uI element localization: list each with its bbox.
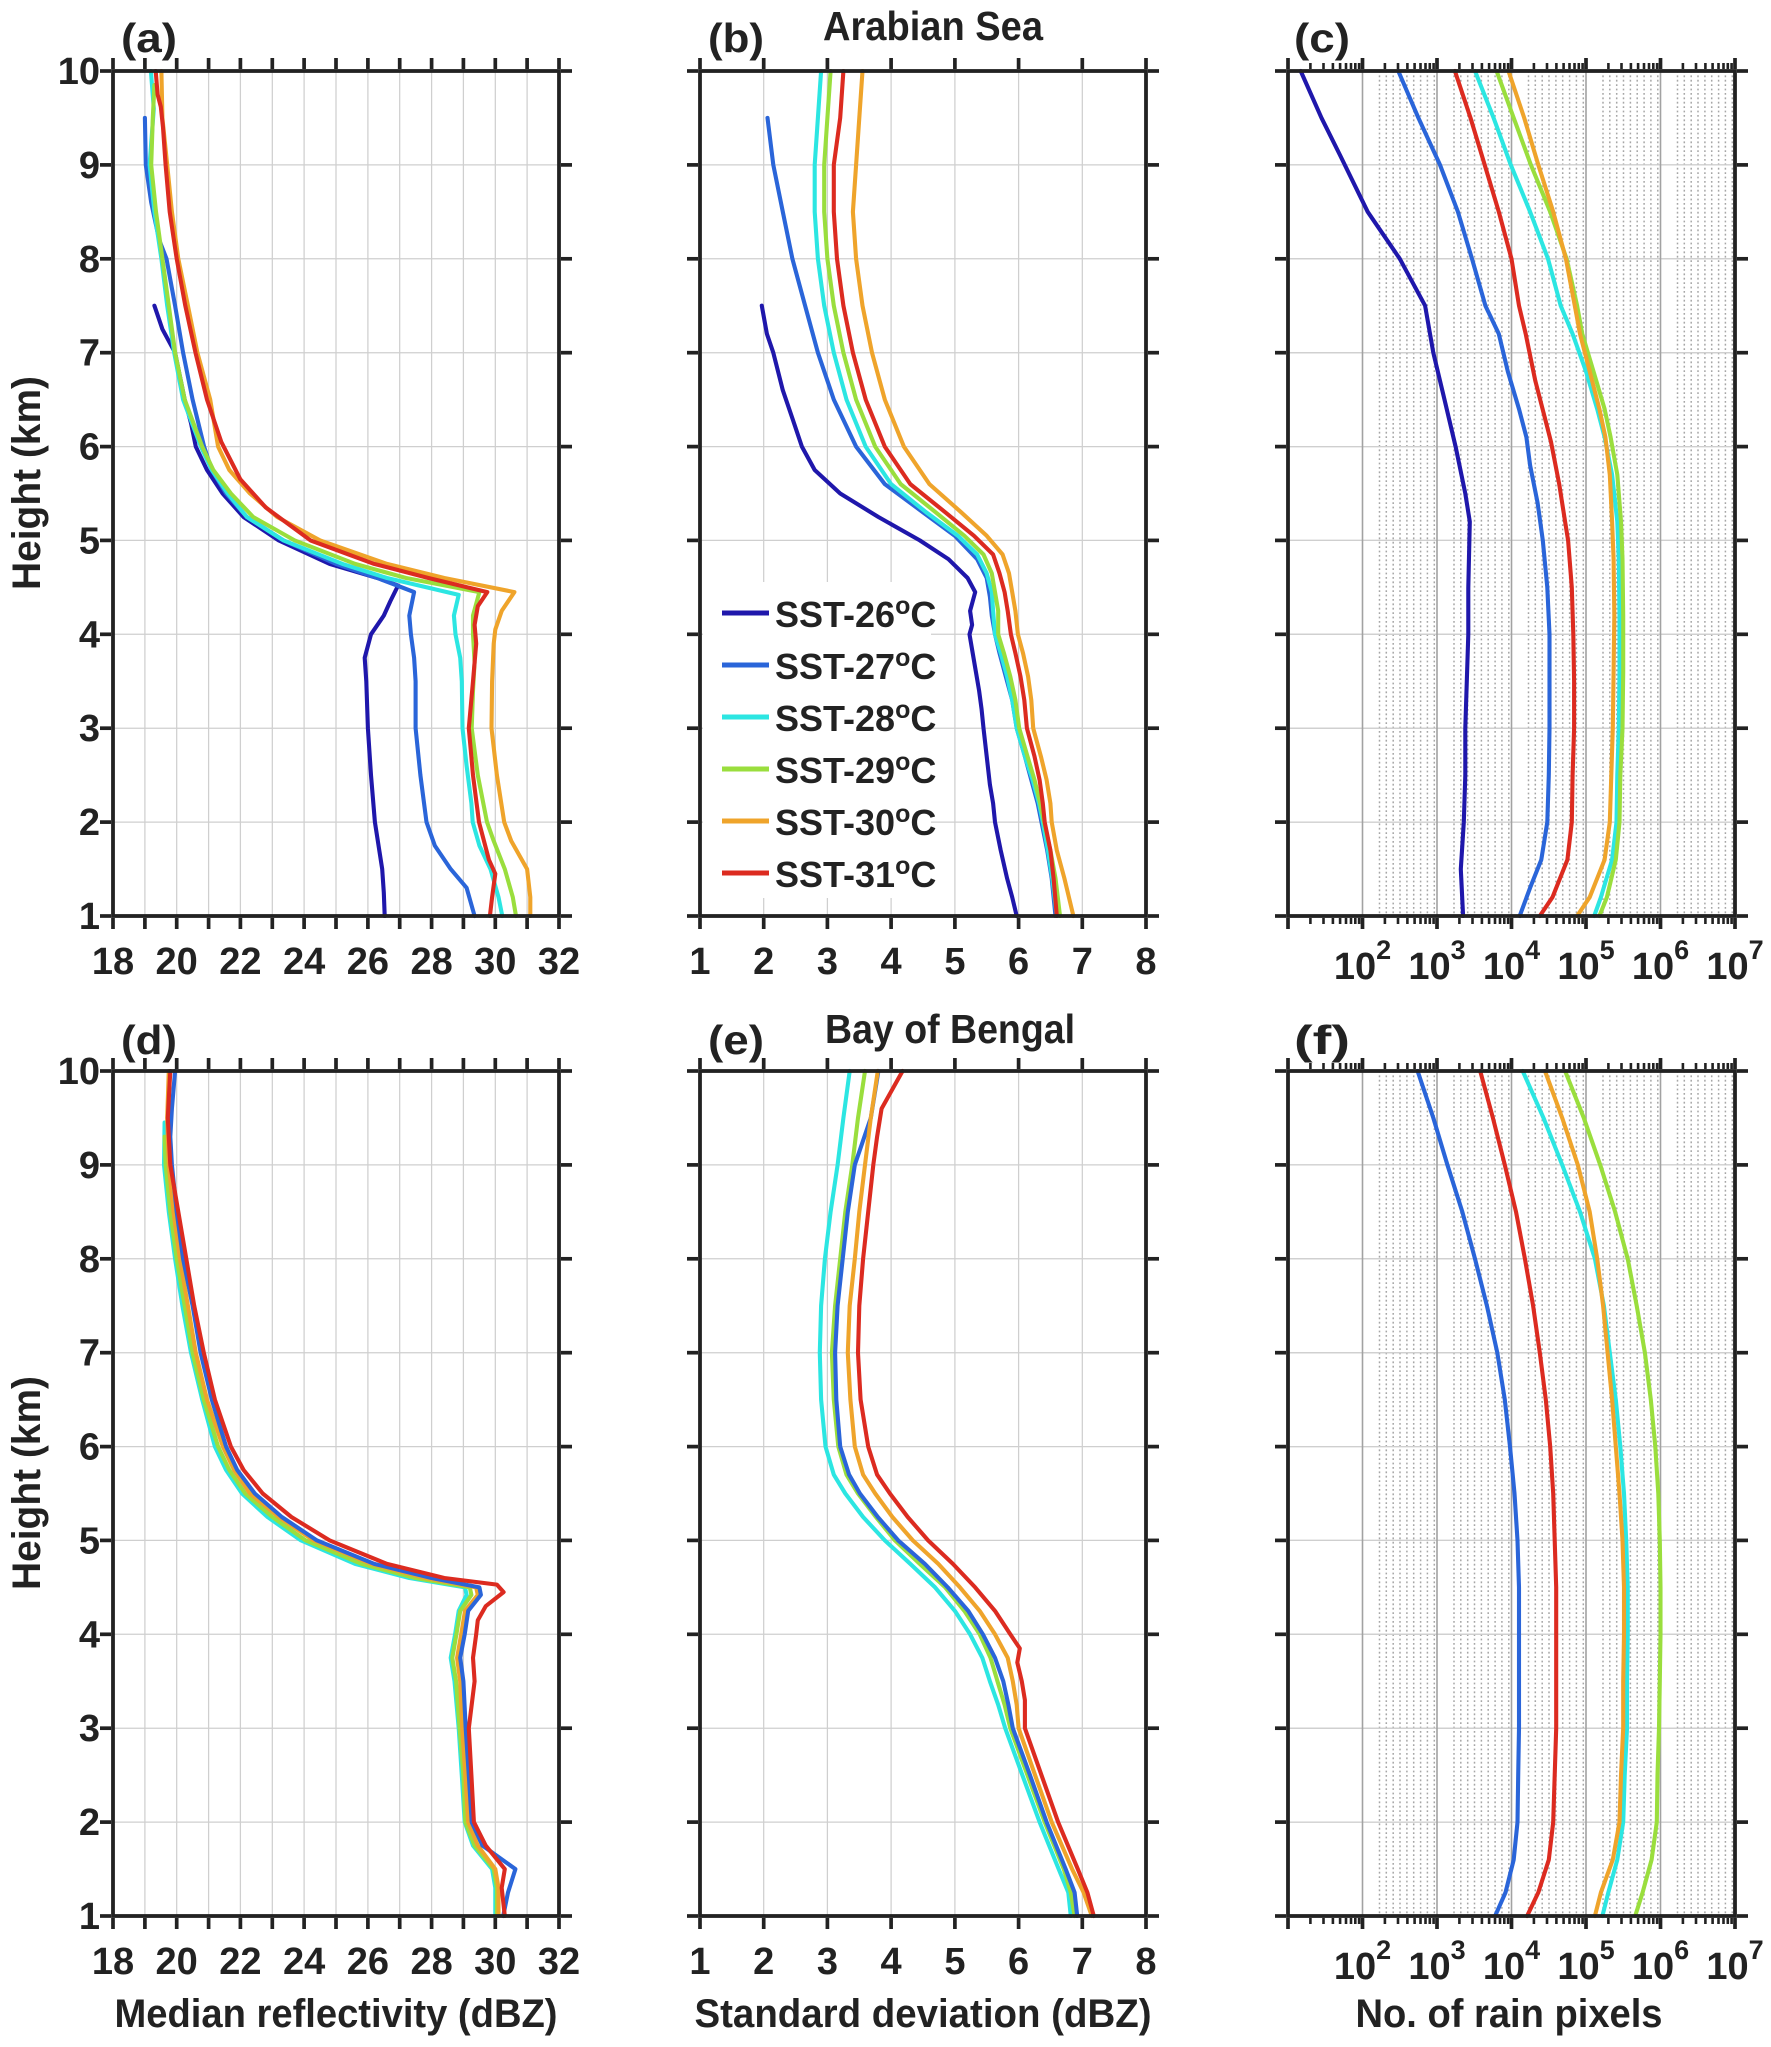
svg-text:24: 24 (283, 941, 325, 983)
svg-text:2: 2 (79, 1802, 100, 1844)
svg-text:8: 8 (1135, 941, 1156, 983)
svg-text:8: 8 (79, 239, 100, 281)
svg-text:26: 26 (347, 941, 389, 983)
svg-text:Standard deviation (dBZ): Standard deviation (dBZ) (695, 1992, 1152, 2036)
svg-text:4: 4 (881, 941, 902, 983)
svg-text:Height (km): Height (km) (5, 1376, 49, 1590)
svg-text:20: 20 (156, 1941, 198, 1983)
svg-text:28: 28 (410, 941, 452, 983)
svg-text:2: 2 (753, 941, 774, 983)
svg-text:2: 2 (79, 802, 100, 844)
svg-text:1: 1 (79, 1896, 100, 1938)
svg-text:1: 1 (689, 1941, 710, 1983)
svg-text:3: 3 (817, 941, 838, 983)
svg-text:SST-28oC: SST-28oC (775, 696, 936, 739)
svg-text:10: 10 (58, 1051, 100, 1093)
svg-text:4: 4 (79, 1614, 100, 1656)
svg-text:(a): (a) (121, 15, 177, 61)
svg-text:SST-27oC: SST-27oC (775, 644, 936, 687)
svg-text:5: 5 (79, 520, 100, 562)
svg-text:3: 3 (817, 1941, 838, 1983)
svg-text:Arabian Sea: Arabian Sea (823, 3, 1044, 49)
svg-text:Height (km): Height (km) (5, 376, 49, 590)
svg-text:32: 32 (538, 941, 580, 983)
svg-text:(b): (b) (708, 15, 764, 61)
svg-text:SST-26oC: SST-26oC (775, 592, 936, 635)
svg-text:1: 1 (79, 896, 100, 938)
svg-text:Bay of Bengal: Bay of Bengal (825, 1006, 1075, 1052)
svg-text:5: 5 (79, 1520, 100, 1562)
svg-text:6: 6 (1008, 1941, 1029, 1983)
svg-text:32: 32 (538, 1941, 580, 1983)
svg-text:6: 6 (79, 1427, 100, 1469)
svg-text:10: 10 (58, 51, 100, 93)
svg-text:4: 4 (881, 1941, 902, 1983)
svg-text:8: 8 (1135, 1941, 1156, 1983)
svg-text:1: 1 (689, 941, 710, 983)
svg-text:22: 22 (219, 1941, 261, 1983)
svg-text:SST-31oC: SST-31oC (775, 852, 936, 895)
svg-text:5: 5 (944, 941, 965, 983)
svg-text:6: 6 (79, 427, 100, 469)
svg-text:(c): (c) (1294, 15, 1350, 61)
svg-text:6: 6 (1008, 941, 1029, 983)
svg-text:8: 8 (79, 1239, 100, 1281)
svg-text:(d): (d) (121, 1017, 177, 1063)
svg-text:SST-30oC: SST-30oC (775, 800, 936, 843)
svg-text:(e): (e) (708, 1017, 764, 1063)
svg-text:7: 7 (1072, 1941, 1093, 1983)
svg-text:26: 26 (347, 1941, 389, 1983)
svg-text:30: 30 (474, 941, 516, 983)
svg-text:18: 18 (92, 1941, 134, 1983)
svg-text:22: 22 (219, 941, 261, 983)
svg-text:SST-29oC: SST-29oC (775, 748, 936, 791)
svg-text:3: 3 (79, 708, 100, 750)
svg-text:24: 24 (283, 1941, 325, 1983)
svg-text:20: 20 (156, 941, 198, 983)
svg-text:9: 9 (79, 145, 100, 187)
svg-text:7: 7 (79, 1333, 100, 1375)
svg-text:30: 30 (474, 1941, 516, 1983)
svg-text:3: 3 (79, 1708, 100, 1750)
svg-text:5: 5 (944, 1941, 965, 1983)
svg-text:No. of rain pixels: No. of rain pixels (1356, 1992, 1663, 2036)
svg-text:Median reflectivity (dBZ): Median reflectivity (dBZ) (115, 1992, 558, 2036)
svg-text:(f): (f) (1294, 1017, 1350, 1063)
svg-text:9: 9 (79, 1145, 100, 1187)
svg-text:7: 7 (79, 333, 100, 375)
svg-text:7: 7 (1072, 941, 1093, 983)
svg-text:18: 18 (92, 941, 134, 983)
svg-text:2: 2 (753, 1941, 774, 1983)
svg-text:28: 28 (410, 1941, 452, 1983)
svg-text:4: 4 (79, 614, 100, 656)
